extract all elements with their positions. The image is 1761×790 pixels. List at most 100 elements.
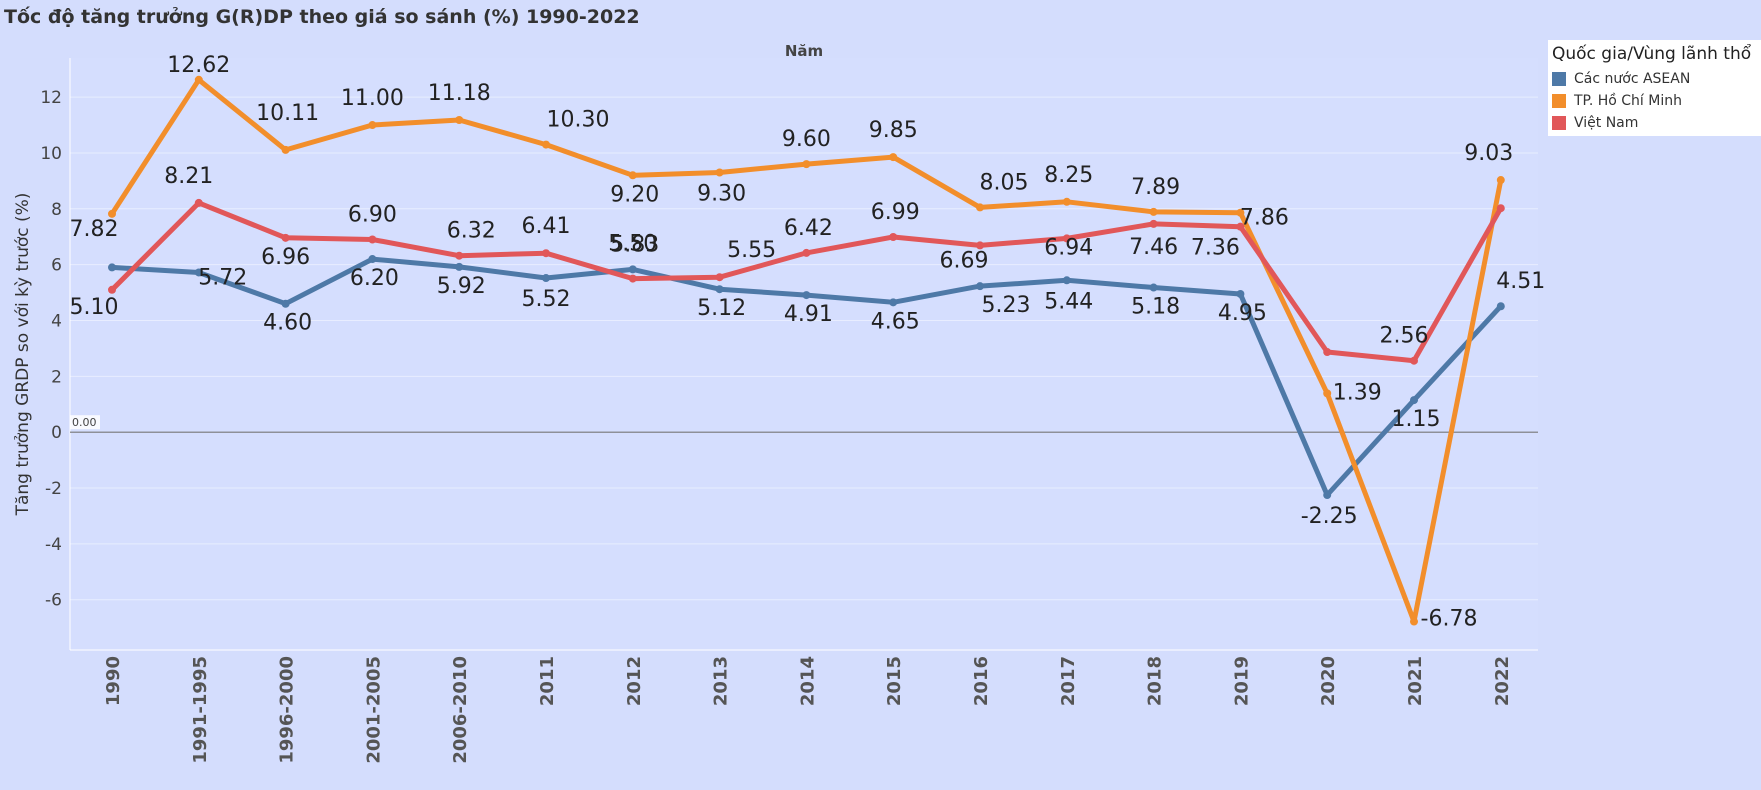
data-label: 5.55	[727, 238, 776, 263]
data-label: 7.46	[1129, 235, 1178, 260]
x-tick-label: 2018	[1145, 656, 1166, 706]
data-label: 10.30	[547, 108, 610, 133]
x-tick-label: 1996-2000	[277, 656, 298, 764]
data-label: 6.41	[522, 214, 571, 239]
data-point	[889, 298, 898, 307]
data-label: 4.51	[1496, 269, 1545, 294]
data-point	[1062, 234, 1071, 243]
data-point	[542, 274, 550, 283]
data-point	[1149, 283, 1158, 292]
data-label: 5.12	[697, 296, 746, 321]
data-point	[108, 209, 116, 218]
data-point	[281, 233, 290, 242]
data-label: 7.86	[1240, 206, 1289, 231]
data-label: 6.90	[348, 203, 397, 228]
data-label: 6.32	[447, 219, 496, 244]
data-label: 4.95	[1218, 301, 1267, 326]
data-label: 5.52	[522, 287, 571, 312]
page-title: Tốc độ tăng trưởng G(R)DP theo giá so sá…	[4, 6, 640, 28]
data-point	[1323, 389, 1332, 398]
legend-item-vietnam[interactable]: Việt Nam	[1552, 113, 1638, 133]
data-point	[889, 232, 898, 241]
legend-item-asean[interactable]: Các nước ASEAN	[1552, 69, 1690, 89]
data-point	[715, 285, 724, 294]
x-tick-label: 2012	[624, 656, 645, 706]
data-point	[1236, 222, 1245, 231]
data-label: 5.92	[437, 274, 486, 299]
data-point	[802, 291, 811, 300]
data-point	[976, 203, 984, 212]
data-label: 5.83	[610, 232, 659, 257]
data-label: 4.91	[784, 302, 833, 327]
gridlines	[70, 58, 1538, 650]
series-points	[108, 75, 1505, 626]
x-tick-label: 2013	[711, 656, 732, 706]
data-label: 5.44	[1044, 289, 1093, 314]
x-axis-title: Năm	[785, 42, 823, 60]
y-tick-label: 8	[51, 200, 62, 220]
y-tick-label: -6	[45, 591, 62, 611]
y-tick-label: 0	[51, 423, 62, 443]
data-label: 6.96	[261, 245, 310, 270]
y-tick-label: -2	[45, 479, 62, 499]
data-point	[1323, 491, 1332, 500]
data-point	[628, 274, 637, 283]
data-point	[1149, 207, 1158, 216]
legend-label-asean: Các nước ASEAN	[1574, 71, 1691, 87]
data-point	[1062, 276, 1071, 285]
data-point	[889, 153, 898, 162]
x-tick-label: 2022	[1492, 656, 1513, 706]
data-label: 8.25	[1044, 163, 1093, 188]
data-label: 7.82	[70, 217, 119, 242]
x-tick-label: 2021	[1405, 656, 1426, 706]
x-tick-label: 2020	[1318, 656, 1339, 706]
data-point	[368, 235, 377, 244]
legend-label-hcmc: TP. Hồ Chí Minh	[1574, 93, 1682, 109]
data-point	[628, 171, 637, 180]
data-point	[108, 263, 116, 272]
data-label: 7.36	[1191, 236, 1240, 261]
axes: 12 10 8 6 4 2 0 -2 -4 -6 0.00 Năm Tăng trưởng GRDP s…	[13, 42, 1538, 764]
data-label: 9.60	[782, 127, 831, 152]
x-tick-label: 1990	[103, 656, 124, 706]
data-label: 6.20	[350, 266, 399, 291]
plot-area	[70, 58, 1538, 650]
y-tick-label: 4	[51, 311, 62, 331]
data-point	[1410, 396, 1418, 405]
data-label: 11.00	[341, 86, 404, 111]
legend-item-hcmc[interactable]: TP. Hồ Chí Minh	[1552, 91, 1682, 111]
data-point	[368, 121, 377, 130]
legend-swatch-hcmc	[1552, 94, 1566, 108]
y-tick-label: 12	[40, 88, 62, 108]
data-label: 5.18	[1131, 295, 1180, 320]
data-label: 10.11	[256, 101, 319, 126]
x-tick-label: 2019	[1231, 656, 1252, 706]
data-point	[802, 248, 811, 257]
data-point	[542, 249, 550, 258]
data-label: 7.89	[1131, 175, 1180, 200]
data-point	[976, 241, 984, 250]
legend[interactable]: Quốc gia/Vùng lãnh thổ Các nước ASEAN TP…	[1548, 40, 1761, 136]
data-point	[1323, 348, 1332, 357]
data-point	[281, 145, 290, 154]
data-point	[715, 168, 724, 177]
data-label: 4.65	[871, 309, 920, 334]
zero-reference-label: 0.00	[72, 416, 97, 429]
x-tick-label: 2001-2005	[363, 656, 384, 764]
data-label: 5.10	[70, 295, 119, 320]
data-label: 11.18	[428, 81, 491, 106]
x-tick-label: 1991-1995	[190, 656, 211, 764]
data-point	[194, 75, 203, 84]
y-tick-label: -4	[45, 535, 62, 555]
data-label: 12.62	[167, 53, 230, 78]
data-label: 4.60	[263, 311, 312, 336]
data-point	[194, 198, 203, 207]
data-point	[542, 140, 550, 149]
data-point	[1410, 356, 1418, 365]
data-point	[1496, 204, 1505, 213]
zero-reference-label-bg	[70, 415, 100, 430]
data-point	[455, 115, 464, 124]
data-label: 2.56	[1380, 324, 1429, 349]
data-label: 9.20	[610, 182, 659, 207]
data-point	[455, 251, 464, 260]
